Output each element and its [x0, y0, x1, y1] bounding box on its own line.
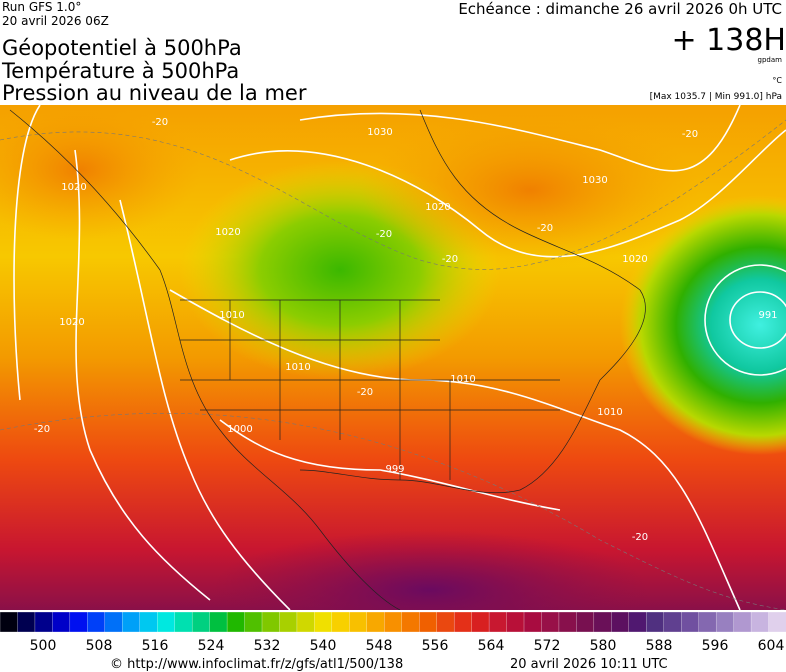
- contour-label: 1020: [622, 254, 647, 265]
- colorbar-swatch: [681, 611, 700, 633]
- run-label: Run GFS 1.0°: [2, 0, 81, 14]
- colorbar-swatch: [436, 611, 455, 633]
- colorbar-swatch: [52, 611, 71, 633]
- title-line: Géopotentiel à 500hPa: [2, 36, 242, 60]
- colorbar-swatch: [384, 611, 403, 633]
- colorbar-swatch: [453, 611, 473, 633]
- colorbar-label: 500: [30, 638, 57, 654]
- contour-label: 1020: [59, 317, 84, 328]
- colorbar-label: 588: [646, 638, 673, 654]
- title-line: Température à 500hPa: [1, 59, 239, 83]
- colorbar-swatch: [628, 611, 647, 633]
- colorbar-swatch: [296, 611, 316, 633]
- forecast: Echéance : dimanche 26 avril 2026 0h UTC: [458, 0, 782, 18]
- colorbar-label: 548: [366, 638, 393, 654]
- contour-label: 1010: [285, 362, 310, 373]
- contour-label: 1030: [582, 175, 607, 186]
- colorbar-swatch: [768, 611, 786, 633]
- colorbar-swatch: [69, 611, 88, 633]
- title-line: Pression au niveau de la mer: [2, 81, 307, 105]
- contour-label: 1010: [450, 374, 475, 385]
- footer-timestamp: 20 avril 2026 10:11 UTC: [510, 657, 668, 672]
- colorbar-swatch: [698, 611, 717, 633]
- colorbar-swatch: [733, 611, 752, 633]
- footer-url: © http://www.infoclimat.fr/z/gfs/atl1/50…: [110, 657, 403, 672]
- contour-label: -20: [537, 223, 553, 234]
- colorbar-label: 532: [254, 638, 281, 654]
- colorbar-swatch: [576, 611, 595, 633]
- colorbar-swatch: [139, 611, 158, 633]
- colorbar-swatch: [401, 611, 420, 633]
- contour-label: -20: [376, 229, 392, 240]
- colorbar-swatch: [541, 611, 560, 633]
- contour-label: -20: [682, 129, 698, 140]
- contour-label: -20: [34, 424, 50, 435]
- contour-label: -20: [357, 387, 373, 398]
- colorbar-swatch: [349, 611, 368, 633]
- colorbar: 500 508 516 524 532 540 548 556 564 572 580 588 596 6…: [0, 611, 786, 654]
- colorbar-swatch: [261, 611, 281, 633]
- colorbar-label: 556: [422, 638, 449, 654]
- colorbar-swatch: [506, 611, 525, 633]
- contour-label: -20: [152, 117, 168, 128]
- contour-label: 1020: [215, 227, 240, 238]
- map: [0, 105, 786, 610]
- colorbar-swatch: [191, 611, 211, 633]
- contour-label: -20: [442, 254, 458, 265]
- colorbar-swatch: [17, 611, 36, 633]
- lead-time: + 138H: [672, 23, 786, 58]
- colorbar-label: 508: [86, 638, 113, 654]
- pressure-range: [Max 1035.7 | Min 991.0] hPa: [650, 92, 782, 102]
- contour-label: 1010: [219, 310, 244, 321]
- colorbar-label: 564: [478, 638, 505, 654]
- contour-label: 999: [385, 464, 404, 475]
- contour-label: 1030: [367, 127, 392, 138]
- colorbar-swatch: [471, 611, 490, 633]
- colorbar-swatch: [157, 611, 176, 633]
- colorbar-swatch: [523, 611, 543, 633]
- colorbar-swatch: [87, 611, 106, 633]
- colorbar-swatch: [715, 611, 735, 633]
- colorbar-swatch: [34, 611, 54, 633]
- colorbar-swatch: [0, 611, 19, 633]
- colorbar-label: 540: [310, 638, 337, 654]
- run-date: 20 avril 2026 06Z: [2, 14, 109, 28]
- colorbar-swatch: [279, 611, 298, 633]
- colorbar-swatch: [174, 611, 193, 633]
- colorbar-swatch: [611, 611, 630, 633]
- colorbar-swatch: [663, 611, 682, 633]
- contour-label: 1000: [227, 424, 252, 435]
- contour-label: 1010: [597, 407, 622, 418]
- colorbar-label: 604: [758, 638, 785, 654]
- contour-label: 1020: [425, 202, 450, 213]
- colorbar-swatch: [366, 611, 385, 633]
- colorbar-swatch: [419, 611, 438, 633]
- colorbar-swatch: [331, 611, 350, 633]
- colorbar-label: 596: [702, 638, 729, 654]
- colorbar-label: 580: [590, 638, 617, 654]
- colorbar-swatch: [226, 611, 246, 633]
- colorbar-swatch: [244, 611, 263, 633]
- unit-temp: °C: [772, 76, 782, 85]
- contour-label: -20: [632, 532, 648, 543]
- colorbar-swatch: [558, 611, 578, 633]
- colorbar-swatch: [488, 611, 508, 633]
- colorbar-swatch: [122, 611, 141, 633]
- contour-label: 991: [758, 310, 777, 321]
- contour-label: 1020: [61, 182, 86, 193]
- colorbar-swatch: [209, 611, 228, 633]
- colorbar-swatch: [314, 611, 333, 633]
- colorbar-label: 524: [198, 638, 225, 654]
- colorbar-swatch: [750, 611, 770, 633]
- colorbar-label: 572: [534, 638, 561, 654]
- unit-geo: gpdam: [758, 56, 783, 64]
- colorbar-swatch: [646, 611, 665, 633]
- colorbar-label: 516: [142, 638, 169, 654]
- colorbar-swatch: [593, 611, 612, 633]
- colorbar-swatch: [104, 611, 123, 633]
